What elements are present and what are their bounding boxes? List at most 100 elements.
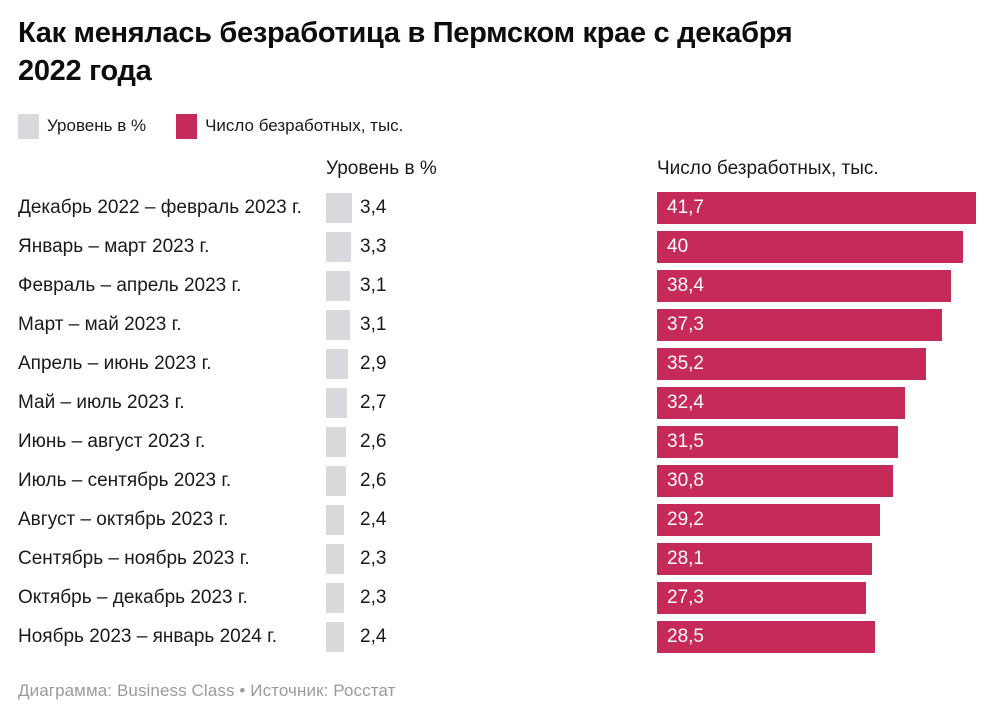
count-bar-cell: 29,2 [657,504,982,536]
legend-label-level: Уровень в % [47,116,147,135]
row-category-label: Сентябрь – ноябрь 2023 г. [18,548,250,569]
page-title-line1: Как менялась безработица в Пермском крае… [18,17,793,49]
count-bar-cell: 37,3 [657,309,982,341]
row-category-label: Декабрь 2022 – февраль 2023 г. [18,197,302,218]
count-value: 32,4 [667,392,704,413]
count-bar-cell: 31,5 [657,426,982,458]
level-bar-cell [326,231,360,263]
row-category-label: Январь – март 2023 г. [18,236,210,257]
chart-row: Июль – сентябрь 2023 г. 2,6 30,8 [18,465,982,497]
count-bar-cell: 28,1 [657,543,982,575]
count-value: 41,7 [667,197,704,218]
legend-item-level: Уровень в % [18,113,147,139]
count-value: 40 [667,236,689,257]
level-bar [326,622,344,652]
count-bar: 29,2 [657,504,880,536]
page-title: Как менялась безработица в Пермском крае… [18,14,982,90]
row-category-label: Май – июль 2023 г. [18,392,185,413]
legend: Уровень в % Число безработных, тыс. [18,113,982,139]
level-bar [326,427,346,457]
level-bar [326,544,344,574]
count-value: 28,5 [667,626,704,647]
level-bar-cell [326,426,360,458]
page-title-line2: 2022 года [18,55,152,87]
count-bar: 41,7 [657,192,976,224]
level-bar-cell [326,543,360,575]
level-value: 3,3 [360,236,387,257]
chart-row: Май – июль 2023 г. 2,7 32,4 [18,387,982,419]
level-bar [326,466,346,496]
level-bar [326,271,350,301]
count-bar: 32,4 [657,387,905,419]
count-bar-cell: 27,3 [657,582,982,614]
count-bar: 40 [657,231,963,263]
level-bar [326,388,347,418]
chart-row: Апрель – июнь 2023 г. 2,9 35,2 [18,348,982,380]
count-bar: 38,4 [657,270,951,302]
level-bar [326,193,352,223]
source-attribution: Диаграмма: Business Class • Источник: Ро… [18,681,396,700]
level-bar-cell [326,270,360,302]
column-header-level: Уровень в % [326,158,437,179]
count-value: 30,8 [667,470,704,491]
count-value: 31,5 [667,431,704,452]
chart-row: Октябрь – декабрь 2023 г. 2,3 27,3 [18,582,982,614]
level-bar [326,505,344,535]
row-category-label: Апрель – июнь 2023 г. [18,353,212,374]
level-bar [326,310,350,340]
count-bar: 27,3 [657,582,866,614]
count-bar-cell: 40 [657,231,982,263]
count-value: 38,4 [667,275,704,296]
count-bar-cell: 32,4 [657,387,982,419]
level-value: 2,9 [360,353,387,374]
chart-row: Июнь – август 2023 г. 2,6 31,5 [18,426,982,458]
count-value: 37,3 [667,314,704,335]
count-bar-cell: 38,4 [657,270,982,302]
level-value: 3,1 [360,314,387,335]
chart-rows: Декабрь 2022 – февраль 2023 г. 3,4 41,7 Янв… [18,192,982,653]
level-value: 2,3 [360,548,387,569]
count-bar-cell: 30,8 [657,465,982,497]
count-value: 35,2 [667,353,704,374]
count-value: 29,2 [667,509,704,530]
row-category-label: Июнь – август 2023 г. [18,431,206,452]
chart-row: Ноябрь 2023 – январь 2024 г. 2,4 28,5 [18,621,982,653]
column-headers: Уровень в % Число безработных, тыс. [18,153,982,180]
count-bar: 28,5 [657,621,875,653]
level-bar-cell [326,309,360,341]
level-bar [326,349,348,379]
legend-swatch-count [176,113,198,139]
level-bar-cell [326,192,360,224]
count-bar: 31,5 [657,426,898,458]
level-bar [326,232,351,262]
row-category-label: Ноябрь 2023 – январь 2024 г. [18,626,278,647]
level-bar [326,583,344,613]
level-bar-cell [326,348,360,380]
count-bar: 30,8 [657,465,893,497]
row-category-label: Август – октябрь 2023 г. [18,509,229,530]
row-category-label: Февраль – апрель 2023 г. [18,275,242,296]
level-bar-cell [326,465,360,497]
level-value: 2,4 [360,509,387,530]
count-value: 28,1 [667,548,704,569]
level-value: 2,3 [360,587,387,608]
level-value: 3,1 [360,275,387,296]
chart-row: Март – май 2023 г. 3,1 37,3 [18,309,982,341]
count-bar: 35,2 [657,348,926,380]
row-category-label: Июль – сентябрь 2023 г. [18,470,232,491]
level-bar-cell [326,387,360,419]
chart-row: Январь – март 2023 г. 3,3 40 [18,231,982,263]
chart-row: Декабрь 2022 – февраль 2023 г. 3,4 41,7 [18,192,982,224]
count-bar: 28,1 [657,543,872,575]
level-bar-cell [326,504,360,536]
count-value: 27,3 [667,587,704,608]
count-bar-cell: 35,2 [657,348,982,380]
chart-row: Август – октябрь 2023 г. 2,4 29,2 [18,504,982,536]
legend-label-count: Число безработных, тыс. [205,116,404,135]
chart-row: Февраль – апрель 2023 г. 3,1 38,4 [18,270,982,302]
count-bar: 37,3 [657,309,942,341]
legend-item-count: Число безработных, тыс. [176,113,404,139]
legend-swatch-level [18,113,39,139]
count-bar-cell: 28,5 [657,621,982,653]
level-value: 2,6 [360,431,387,452]
